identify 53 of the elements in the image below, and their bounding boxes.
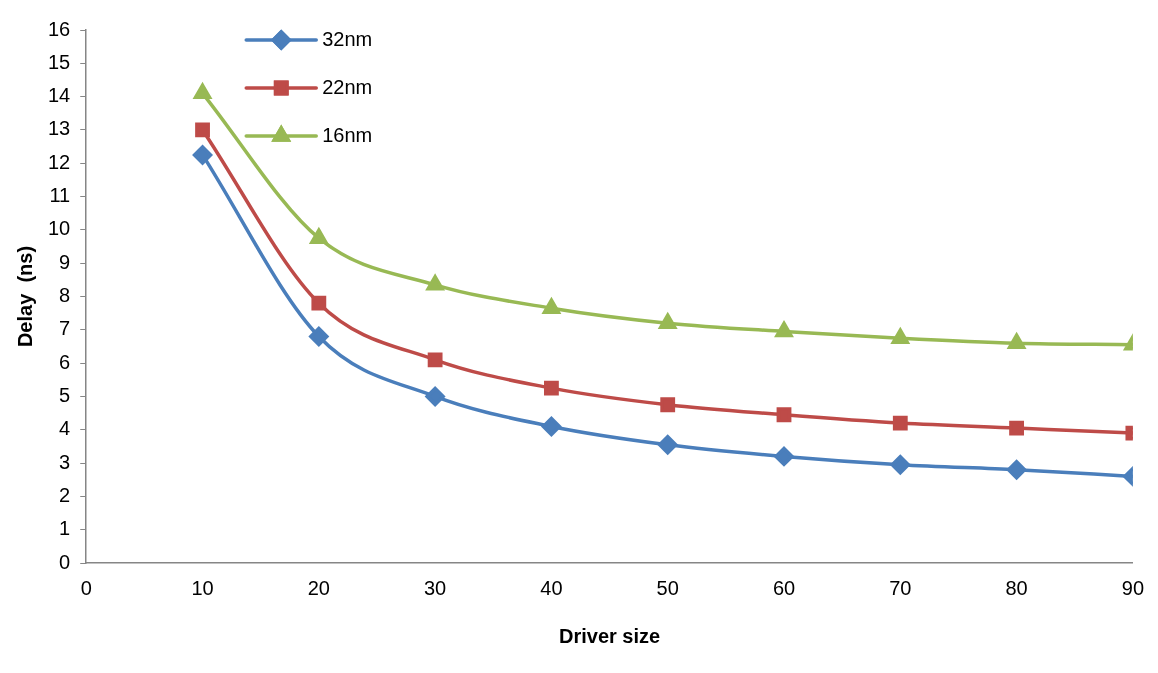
x-tick-label: 20: [307, 576, 330, 599]
point: [1006, 459, 1027, 480]
point: [427, 352, 443, 368]
y-tick-label: 9: [59, 250, 71, 273]
point: [657, 434, 678, 455]
y-tick-label: 14: [48, 84, 71, 107]
point: [892, 415, 908, 431]
legend-label: 16nm: [322, 123, 373, 146]
y-tick-label: 10: [48, 217, 71, 240]
x-tick-label: 50: [656, 576, 679, 599]
y-tick-label: 6: [59, 350, 71, 373]
point: [542, 298, 561, 314]
x-tick-label: 60: [772, 576, 796, 599]
x-tick-label: 30: [424, 576, 447, 599]
point: [541, 416, 562, 437]
point: [1007, 333, 1026, 349]
y-tick-label: 5: [59, 383, 71, 406]
y-tick-label: 7: [59, 317, 71, 340]
point: [425, 386, 445, 407]
point: [544, 380, 559, 396]
point: [660, 397, 676, 413]
y-tick-label: 1: [59, 517, 71, 540]
legend-label: 22nm: [322, 75, 373, 98]
y-tick-label: 3: [59, 450, 71, 473]
x-tick-label: 70: [889, 576, 912, 599]
y-tick-label: 13: [48, 117, 71, 140]
legend-label: 32nm: [322, 27, 373, 50]
point: [659, 313, 677, 329]
point: [890, 454, 911, 475]
point: [775, 321, 793, 338]
y-axis-title: Delay (ns): [13, 245, 36, 348]
x-tick-label: 0: [80, 576, 92, 599]
point: [776, 407, 792, 423]
y-tick-label: 2: [59, 483, 71, 506]
y-tick-label: 12: [48, 150, 71, 173]
y-tick-label: 8: [59, 284, 71, 307]
y-tick-label: 11: [49, 184, 71, 207]
point: [426, 275, 444, 291]
y-tick-label: 15: [48, 50, 71, 73]
point: [774, 446, 794, 467]
x-axis-title: Driver size: [558, 624, 661, 647]
point: [311, 295, 327, 311]
y-tick-label: 4: [59, 417, 71, 440]
x-tick-label: 80: [1005, 576, 1028, 599]
y-tick-label: 16: [48, 17, 71, 40]
y-tick-label: 0: [59, 550, 71, 573]
point: [891, 328, 909, 344]
point: [310, 228, 328, 244]
point: [1009, 420, 1024, 436]
x-tick-label: 10: [191, 576, 214, 599]
x-tick-label: 90: [1121, 576, 1144, 599]
point: [309, 326, 329, 347]
x-tick-label: 40: [540, 576, 563, 599]
